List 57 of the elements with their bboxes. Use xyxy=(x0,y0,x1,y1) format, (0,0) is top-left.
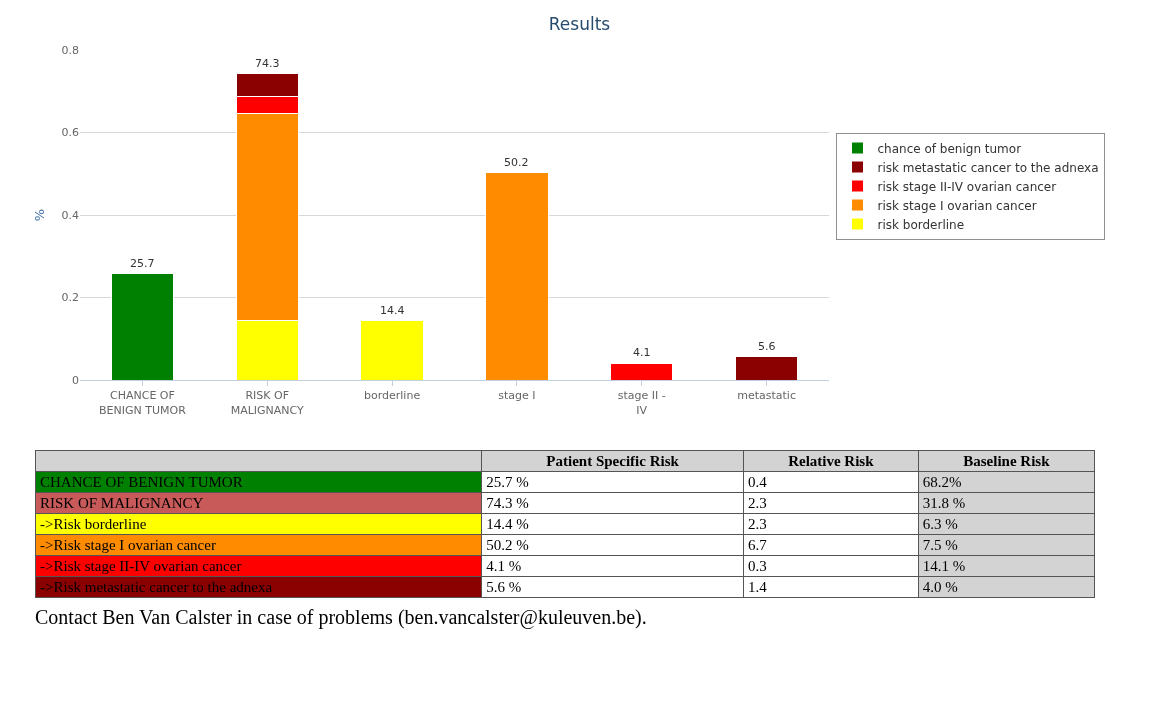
x-tick-label: stage I xyxy=(498,389,536,403)
total-label: 25.7 xyxy=(130,257,155,270)
data-label: 14.1 % xyxy=(918,555,1095,577)
y-tick-label: 0.4 xyxy=(61,208,79,222)
x-tick-label: stage II - IV xyxy=(617,389,666,417)
data-label: 2.3 xyxy=(743,513,919,535)
data-label: 7.5 % xyxy=(918,534,1095,556)
x-tick-label: metastatic xyxy=(737,389,796,403)
legend-label: risk metastatic cancer to the adnexa xyxy=(877,160,1099,175)
data-label: 0.4 xyxy=(743,471,919,493)
category-label: CHANCE OF BENIGN TUMOR xyxy=(35,471,482,493)
bar xyxy=(110,273,175,380)
category-label: ->Risk metastatic cancer to the adnexa xyxy=(35,576,482,598)
x-tick-label: RISK OF MALIGNANCY xyxy=(230,389,305,417)
legend-label: risk stage II-IV ovarian cancer xyxy=(877,179,1057,194)
data-label: 74.3 % xyxy=(481,492,744,514)
category-label: ->Risk stage I ovarian cancer xyxy=(35,534,482,556)
data-label: 1.4 xyxy=(743,576,919,598)
x-tick-label: borderline xyxy=(363,389,421,403)
bar xyxy=(610,362,674,380)
text: Contact Ben Van Calster in case of problems (ben.vancalster@kuleuven.be). xyxy=(35,606,648,629)
data-label: 4.0 % xyxy=(918,576,1095,598)
data-label: 14.4 % xyxy=(481,513,744,535)
data-label: 6.7 xyxy=(743,534,919,556)
bar xyxy=(360,320,424,380)
bar xyxy=(734,356,799,380)
total-label: 5.6 xyxy=(758,340,776,353)
legend-label: chance of benign tumor xyxy=(877,141,1022,156)
series-label: Patient Specific Risk xyxy=(481,450,744,472)
total-label: 4.1 xyxy=(633,346,651,359)
y-tick-label: 0.2 xyxy=(61,291,79,305)
legend-label: risk stage I ovarian cancer xyxy=(877,198,1037,213)
data-label: 25.7 % xyxy=(481,471,744,493)
category-label: ->Risk borderline xyxy=(35,513,482,535)
series-label: Relative Risk xyxy=(743,450,919,472)
data-label: 4.1 % xyxy=(481,555,744,577)
bar xyxy=(485,172,549,380)
y-tick-label: 0.8 xyxy=(61,43,79,57)
total-label: 50.2 xyxy=(504,156,529,169)
y-axis-title: % xyxy=(32,208,47,222)
data-label: 50.2 % xyxy=(481,534,744,556)
data-label: 5.6 % xyxy=(481,576,744,598)
total-label: 74.3 xyxy=(255,57,280,70)
y-tick-label: 0.6 xyxy=(61,126,79,140)
legend-label: risk borderline xyxy=(877,217,965,232)
y-tick-label: 0 xyxy=(72,373,79,387)
data-label: 68.2% xyxy=(918,471,1095,493)
data-label: 0.3 xyxy=(743,555,919,577)
category-label: ->Risk stage II-IV ovarian cancer xyxy=(35,555,482,577)
total-label: 14.4 xyxy=(380,304,405,317)
x-tick-label: CHANCE OF BENIGN TUMOR xyxy=(99,389,187,417)
category-label: RISK OF MALIGNANCY xyxy=(35,492,482,514)
data-label: 2.3 xyxy=(743,492,919,514)
data-label: 6.3 % xyxy=(918,513,1095,535)
series-label: Baseline Risk xyxy=(918,450,1095,472)
data-label: 31.8 % xyxy=(918,492,1095,514)
chart-title: Results xyxy=(548,13,611,34)
